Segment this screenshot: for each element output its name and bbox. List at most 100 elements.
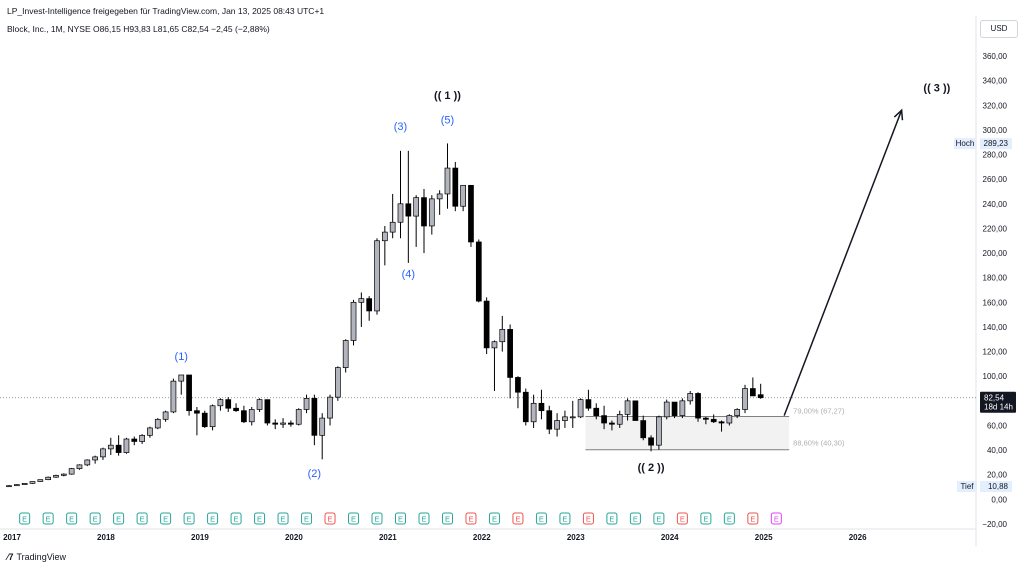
candle-body: [358, 298, 365, 303]
candle-body: [569, 416, 576, 419]
candle-body: [272, 422, 279, 425]
candle-body: [452, 167, 459, 207]
chart-attribution: LP_Invest-Intelligence freigegeben für T…: [7, 6, 325, 16]
candle-body: [405, 203, 412, 217]
candle-body: [350, 301, 357, 341]
y-tick-label: −20,00: [982, 520, 1007, 529]
candle-body: [280, 422, 286, 425]
wave-label: (( 2 )): [638, 462, 665, 474]
earnings-marker-label: E: [93, 515, 98, 524]
earnings-marker: [42, 512, 54, 525]
candle-body: [593, 407, 600, 416]
earnings-marker: [301, 512, 313, 525]
y-tick-label: 340,00: [983, 77, 1008, 86]
candle-body: [248, 409, 255, 423]
tradingview-logo-icon: ⁄7: [7, 552, 14, 562]
tradingview-logo: ⁄7 TradingView: [7, 552, 66, 562]
candle-body: [147, 427, 153, 436]
earnings-marker-label: E: [375, 515, 380, 524]
candle-body: [139, 434, 145, 442]
x-year-label: 2018: [97, 533, 115, 542]
y-tick-label: 280,00: [983, 151, 1008, 160]
candle-body: [327, 396, 333, 419]
earnings-marker-label: E: [69, 515, 74, 524]
candle-body: [256, 399, 263, 410]
candle-body: [381, 231, 388, 242]
candle-body: [726, 415, 733, 424]
y-tick-label: 180,00: [983, 274, 1008, 283]
candle-body: [295, 409, 302, 425]
candle-body: [288, 422, 294, 425]
x-year-label: 2023: [567, 533, 585, 542]
candle-body: [734, 409, 741, 416]
candle-body: [233, 407, 239, 412]
earnings-marker-label: E: [116, 515, 121, 524]
earnings-marker-label: E: [633, 515, 638, 524]
earnings-marker-label: E: [445, 515, 450, 524]
x-year-label: 2020: [285, 533, 303, 542]
candle-body: [311, 398, 318, 436]
earnings-marker-label: E: [468, 515, 473, 524]
wave-label: (4): [402, 269, 415, 281]
earnings-marker-label: E: [210, 515, 215, 524]
candle-body: [60, 473, 67, 476]
candle-body: [123, 438, 130, 453]
candle-body: [264, 399, 271, 424]
earnings-marker-label: E: [680, 515, 685, 524]
x-year-label: 2025: [755, 533, 773, 542]
y-tick-label: 40,00: [987, 446, 1008, 455]
candle-body: [241, 410, 247, 423]
candle-body: [530, 402, 537, 423]
earnings-marker: [582, 512, 594, 525]
candle-body: [515, 377, 521, 393]
currency-button[interactable]: USD: [980, 20, 1018, 38]
y-tick-label: 20,00: [987, 471, 1008, 480]
candle-body: [507, 329, 513, 378]
candle-body: [546, 410, 553, 430]
earnings-marker-label: E: [351, 515, 356, 524]
candle-body: [413, 197, 420, 217]
earnings-marker-label: E: [586, 515, 591, 524]
candle-body: [335, 367, 341, 398]
y-tick-label: 240,00: [983, 200, 1008, 209]
earnings-marker-label: E: [22, 515, 27, 524]
earnings-marker-label: E: [774, 515, 779, 524]
candle-body: [6, 485, 12, 488]
candle-body: [436, 193, 443, 200]
candle-body: [209, 405, 216, 428]
candle-body: [703, 417, 709, 420]
candle-body: [154, 418, 161, 429]
candle-body: [632, 400, 639, 421]
earnings-marker-label: E: [163, 515, 168, 524]
x-year-label: 2024: [661, 533, 679, 542]
candle-body: [162, 411, 169, 420]
candle-body: [648, 437, 654, 446]
earnings-marker: [512, 512, 524, 525]
candle-body: [389, 221, 396, 233]
low-marker-label: Tief: [960, 482, 974, 491]
candle-body: [397, 203, 404, 223]
candle-body: [616, 414, 623, 425]
candle-body: [421, 197, 427, 227]
candle-body: [84, 459, 91, 466]
y-tick-label: 200,00: [983, 249, 1008, 258]
symbol-ohlc-legend: Block, Inc., 1M, NYSE O86,15 H93,83 L81,…: [7, 24, 270, 34]
candle-body: [742, 388, 748, 410]
earnings-marker: [160, 512, 172, 525]
earnings-marker-label: E: [562, 515, 567, 524]
earnings-marker: [606, 512, 618, 525]
earnings-marker-label: E: [281, 515, 286, 524]
earnings-marker: [230, 512, 242, 525]
earnings-marker: [441, 512, 453, 525]
y-tick-label: 320,00: [983, 101, 1008, 110]
earnings-marker-label: E: [398, 515, 403, 524]
earnings-marker-label: E: [492, 515, 497, 524]
candle-body: [319, 417, 326, 436]
x-year-label: 2017: [3, 533, 21, 542]
candle-body: [21, 483, 28, 485]
earnings-marker: [371, 512, 383, 525]
candle-body: [679, 400, 686, 416]
candle-body: [374, 240, 380, 312]
earnings-marker-label: E: [750, 515, 755, 524]
